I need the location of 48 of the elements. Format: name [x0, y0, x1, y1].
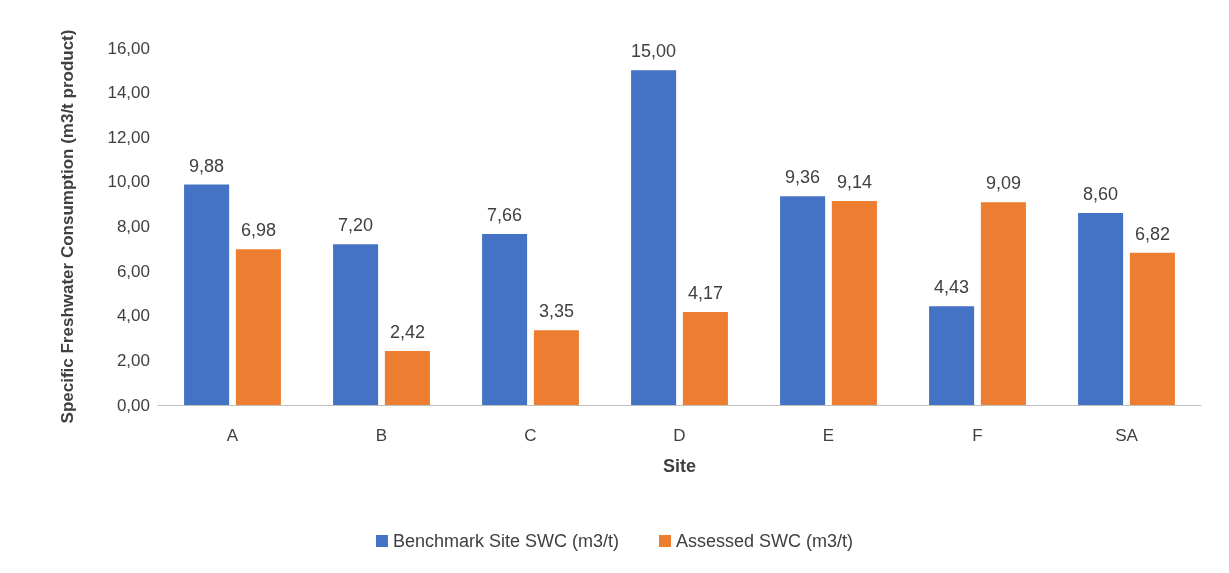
y-tick-label: 12,00 [107, 127, 150, 147]
x-tick-label: SA [1115, 426, 1139, 445]
y-tick-label: 16,00 [107, 38, 150, 58]
y-tick-label: 14,00 [107, 83, 150, 103]
bar [631, 70, 677, 405]
legend-label: Benchmark Site SWC (m3/t) [392, 531, 620, 551]
x-tick-label: E [822, 426, 835, 445]
data-label: 4,17 [687, 282, 723, 303]
bar [482, 234, 528, 405]
y-tick-label: 10,00 [107, 172, 150, 192]
bar [533, 330, 579, 405]
legend-label: Assessed SWC (m3/t) [676, 531, 854, 551]
x-tick-label: C [524, 426, 537, 445]
bar [929, 306, 975, 405]
bar [831, 201, 877, 405]
data-label: 7,66 [487, 205, 523, 226]
data-label: 15,00 [631, 41, 677, 62]
data-label: 9,36 [785, 167, 821, 188]
y-tick-label: 0,00 [116, 395, 150, 415]
y-tick-label: 2,00 [116, 350, 150, 370]
x-tick-label: D [673, 426, 686, 445]
data-label: 4,43 [934, 277, 970, 298]
data-label: 9,88 [189, 155, 225, 176]
bar [682, 311, 728, 405]
y-tick-label: 4,00 [116, 306, 150, 326]
x-tick-label: F [972, 426, 983, 445]
data-label: 2,42 [389, 322, 425, 342]
data-label: 3,35 [538, 301, 574, 322]
data-label: 7,20 [338, 215, 374, 236]
data-label: 9,14 [836, 172, 872, 193]
bar [184, 184, 230, 405]
y-tick-label: 8,00 [116, 217, 150, 236]
y-axis-title: Specific Freshwater Consumption (m3/t product) [57, 29, 77, 424]
x-tick-label: A [226, 426, 239, 445]
x-axis-title: Site [662, 456, 697, 476]
bar [1129, 252, 1175, 405]
x-tick-label: B [375, 426, 388, 445]
data-label: 9,09 [985, 173, 1021, 194]
bar [333, 244, 379, 405]
y-tick-label: 6,00 [116, 261, 150, 281]
bar [384, 351, 430, 405]
bar [1078, 213, 1124, 405]
bar [780, 196, 826, 405]
data-label: 6,82 [1134, 223, 1170, 244]
data-label: 8,60 [1083, 184, 1119, 205]
bar [980, 202, 1026, 405]
data-label: 6,98 [240, 220, 276, 241]
bar [235, 249, 281, 405]
